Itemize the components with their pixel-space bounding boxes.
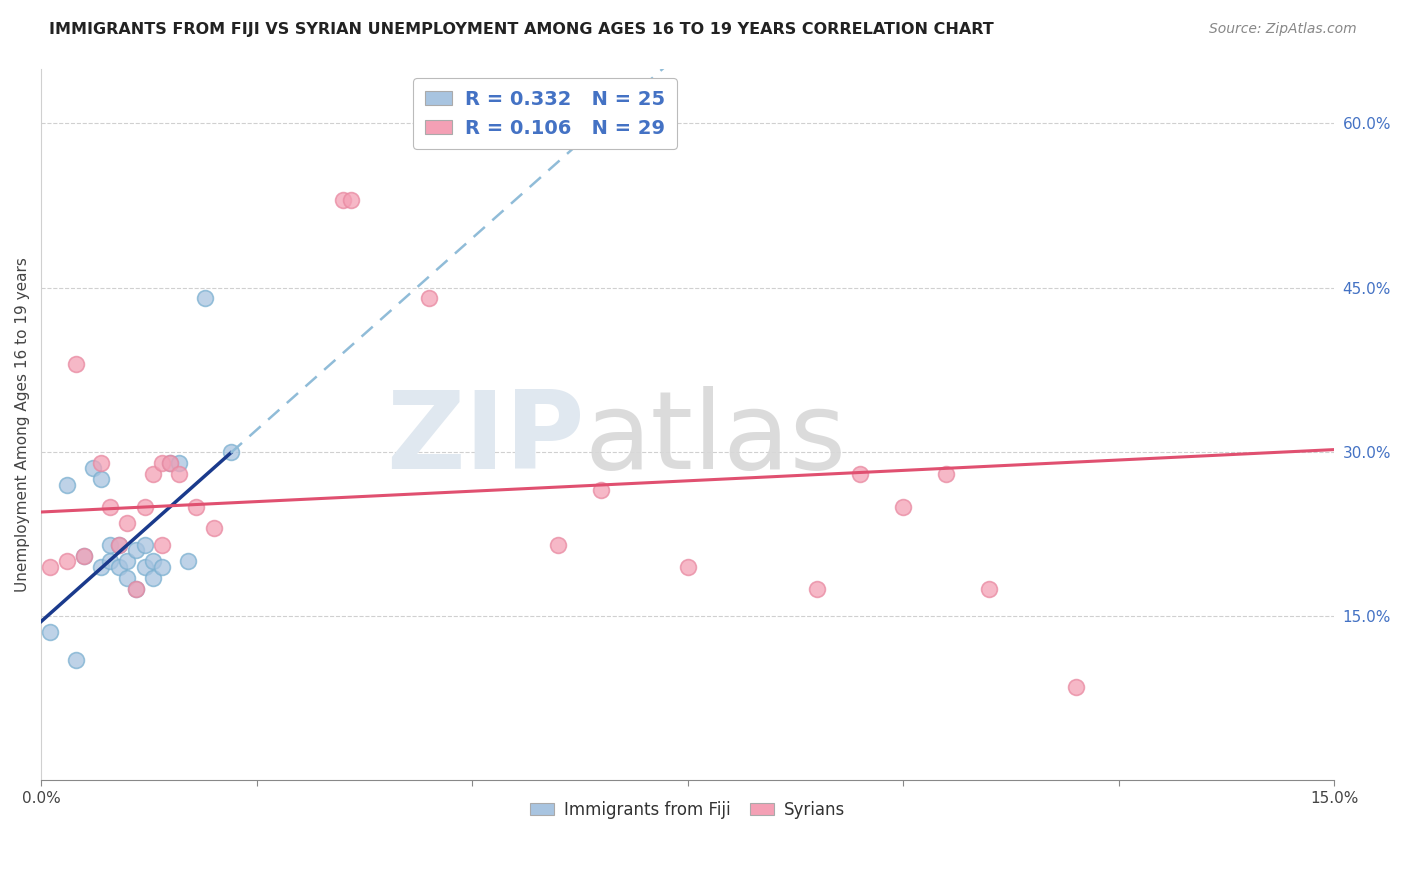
Point [98,554,121,568]
Legend: Immigrants from Fiji, Syrians: Immigrants from Fiji, Syrians [523,794,852,825]
Point [107,559,129,574]
Point [134,500,156,514]
Point [90,456,112,470]
Point [125,582,148,596]
Point [117,571,139,585]
Point [150,538,173,552]
Point [107,538,129,552]
Point [979,582,1001,596]
Point [142,554,165,568]
Point [676,559,699,574]
Point [418,292,440,306]
Point [90,472,112,486]
Point [150,456,173,470]
Point [194,292,217,306]
Point [202,521,225,535]
Point [159,456,181,470]
Point [90,559,112,574]
Point [891,500,914,514]
Point [142,571,165,585]
Point [142,467,165,481]
Point [56,554,79,568]
Point [167,456,190,470]
Point [134,538,156,552]
Text: IMMIGRANTS FROM FIJI VS SYRIAN UNEMPLOYMENT AMONG AGES 16 TO 19 YEARS CORRELATIO: IMMIGRANTS FROM FIJI VS SYRIAN UNEMPLOYM… [49,22,994,37]
Point [38,559,60,574]
Point [134,559,156,574]
Point [176,554,198,568]
Point [219,444,242,458]
Point [547,538,569,552]
Text: atlas: atlas [585,385,846,491]
Y-axis label: Unemployment Among Ages 16 to 19 years: Unemployment Among Ages 16 to 19 years [15,257,30,592]
Point [167,467,190,481]
Point [125,582,148,596]
Point [591,483,613,497]
Point [935,467,957,481]
Point [65,653,87,667]
Point [98,500,121,514]
Point [82,461,104,475]
Point [73,549,96,563]
Point [186,500,208,514]
Point [107,538,129,552]
Point [159,456,181,470]
Point [125,543,148,558]
Text: ZIP: ZIP [385,385,585,491]
Point [38,625,60,640]
Point [56,477,79,491]
Point [849,467,872,481]
Point [150,559,173,574]
Point [98,538,121,552]
Point [340,193,363,207]
Point [117,554,139,568]
Point [117,516,139,530]
Text: Source: ZipAtlas.com: Source: ZipAtlas.com [1209,22,1357,37]
Point [806,582,828,596]
Point [65,357,87,371]
Point [1064,680,1087,694]
Point [73,549,96,563]
Point [332,193,354,207]
